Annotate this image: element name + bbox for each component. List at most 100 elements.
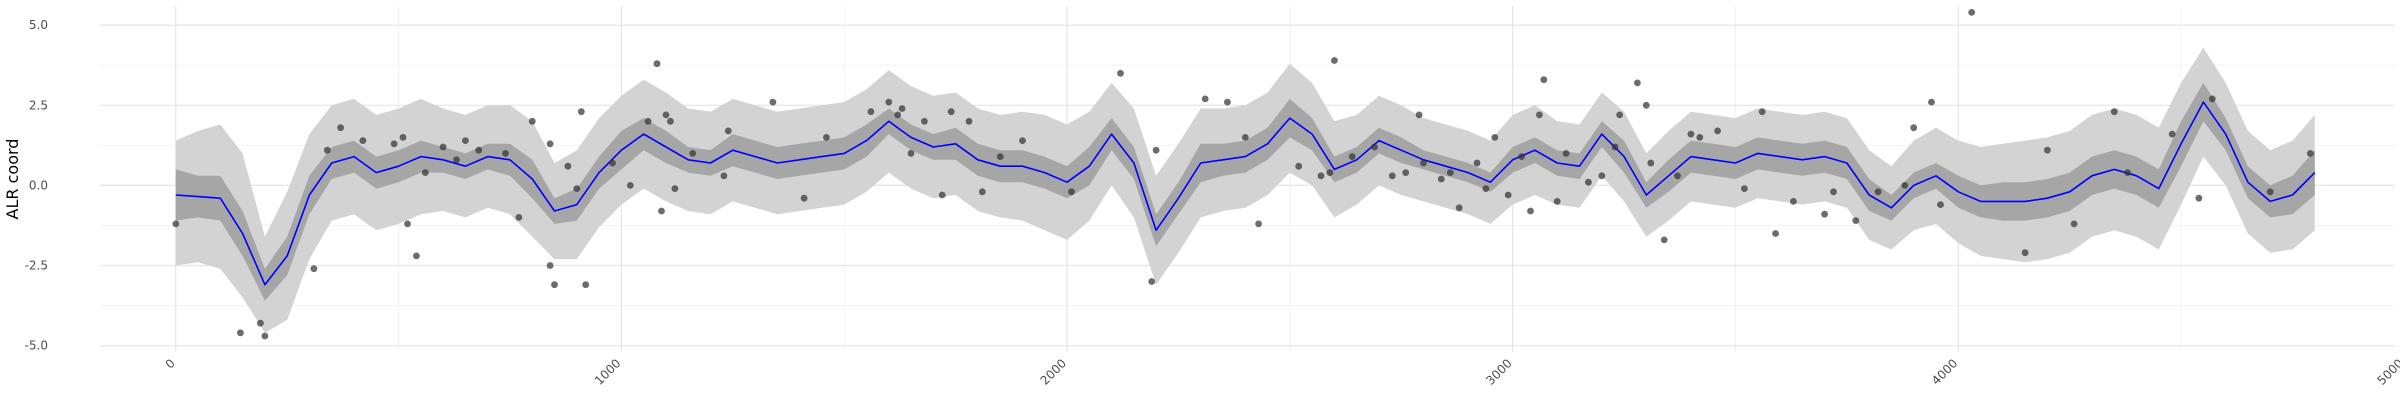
- data-point: [667, 117, 674, 125]
- data-point: [1790, 198, 1797, 205]
- data-point: [671, 185, 679, 193]
- data-point: [1634, 79, 1641, 87]
- data-point: [2195, 194, 2203, 202]
- data-point: [1504, 191, 1512, 199]
- data-point: [237, 329, 244, 337]
- data-point: [1553, 198, 1561, 205]
- data-point: [1473, 159, 1481, 167]
- data-point: [546, 262, 554, 269]
- observations: [172, 9, 2314, 340]
- data-point: [996, 153, 1004, 161]
- data-point: [1741, 185, 1748, 193]
- data-point: [1937, 201, 1944, 209]
- data-point: [1241, 134, 1249, 141]
- data-point: [2266, 188, 2274, 196]
- data-point: [551, 281, 558, 289]
- y-tick-label: 0.0: [29, 178, 48, 192]
- data-point: [1910, 124, 1918, 132]
- data-point: [1928, 98, 1935, 106]
- data-point: [1068, 188, 1075, 196]
- data-point: [1874, 188, 1882, 196]
- data-point: [1585, 178, 1592, 186]
- data-point: [404, 220, 411, 228]
- data-point: [1148, 278, 1156, 285]
- data-point: [1201, 95, 1209, 103]
- data-point: [1772, 230, 1779, 237]
- data-point: [1616, 111, 1623, 119]
- data-point: [1371, 143, 1378, 151]
- data-point: [724, 127, 732, 135]
- data-point: [359, 137, 367, 145]
- data-point: [947, 108, 955, 116]
- data-point: [1491, 134, 1499, 141]
- data-point: [1482, 185, 1490, 193]
- confidence-bands: [175, 47, 2315, 333]
- data-point: [1642, 101, 1650, 109]
- data-point: [502, 150, 509, 157]
- data-point: [257, 319, 264, 327]
- data-point: [867, 108, 875, 116]
- data-point: [421, 169, 429, 177]
- data-point: [894, 111, 902, 119]
- y-axis-title: ALR coord: [3, 139, 22, 220]
- data-point: [1696, 134, 1704, 141]
- data-point: [1830, 188, 1837, 196]
- outer-band: [175, 47, 2315, 333]
- y-axis-tick-labels: -5.0 -2.5 0.0 2.5 5.0: [25, 18, 48, 352]
- data-point: [337, 124, 344, 132]
- data-point: [2044, 146, 2051, 154]
- data-point: [172, 220, 180, 228]
- data-point: [662, 111, 670, 119]
- data-point: [462, 137, 469, 145]
- data-point: [1348, 153, 1356, 161]
- data-point: [644, 117, 652, 125]
- data-point: [1647, 159, 1655, 167]
- data-point: [310, 265, 318, 273]
- data-point: [1455, 204, 1463, 212]
- data-point: [528, 117, 536, 125]
- data-point: [1117, 69, 1124, 77]
- data-point: [582, 281, 590, 289]
- data-point: [2070, 220, 2078, 228]
- data-point: [1152, 146, 1160, 154]
- data-point: [1415, 111, 1423, 119]
- data-point: [1660, 236, 1668, 244]
- data-point: [1317, 172, 1325, 180]
- data-point: [1611, 143, 1619, 151]
- data-point: [1674, 172, 1681, 180]
- data-point: [769, 98, 777, 106]
- data-point: [1326, 169, 1334, 177]
- mean-line-group: [175, 101, 2316, 286]
- data-point: [1019, 137, 1026, 145]
- data-point: [1224, 98, 1231, 106]
- data-point: [1821, 210, 1828, 218]
- data-point: [1518, 153, 1525, 161]
- data-point: [2306, 150, 2314, 157]
- y-tick-label: 5.0: [29, 18, 48, 32]
- data-point: [453, 156, 460, 164]
- data-point: [653, 60, 661, 68]
- data-point: [1420, 159, 1427, 167]
- data-point: [399, 134, 407, 141]
- data-point: [1437, 175, 1445, 183]
- data-point: [515, 214, 523, 221]
- data-point: [390, 140, 398, 148]
- data-point: [1536, 111, 1543, 119]
- data-point: [577, 108, 585, 116]
- y-tick-label: -5.0: [25, 339, 48, 353]
- data-point: [720, 172, 728, 180]
- data-point: [1968, 9, 1976, 16]
- data-point: [658, 207, 665, 215]
- data-point: [689, 150, 697, 157]
- data-point: [1540, 76, 1548, 84]
- data-point: [1295, 162, 1303, 170]
- mean-line: [175, 101, 2316, 286]
- data-point: [1714, 127, 1721, 135]
- data-point: [564, 162, 572, 170]
- data-point: [1331, 57, 1338, 64]
- data-point: [1687, 130, 1695, 138]
- data-point: [1255, 220, 1262, 228]
- data-point: [965, 117, 973, 125]
- y-tick-label: 2.5: [29, 98, 48, 112]
